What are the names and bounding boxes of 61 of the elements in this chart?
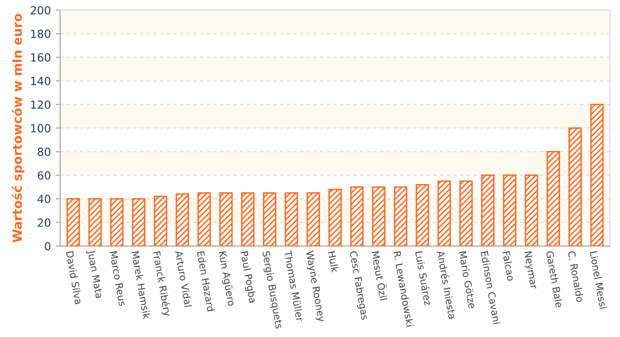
y-tick-label: 120 [31, 100, 50, 109]
x-tick-label: Luis Suárez [415, 251, 432, 306]
bar [350, 186, 364, 246]
x-tick-label: Eden Hazard [196, 251, 215, 312]
x-tick-label: Lionel Messi [590, 251, 608, 309]
bar [438, 180, 451, 246]
x-tick-label: Marco Reus [110, 251, 126, 306]
x-tick-label: Cesc Fabregas [348, 250, 370, 320]
x-tick-label: Andrés Iniesta [436, 250, 457, 320]
y-tick-label: 160 [31, 53, 50, 62]
bar [394, 186, 408, 246]
bar [110, 198, 124, 246]
bar [372, 186, 386, 246]
bar [590, 104, 604, 246]
x-tick-label: Franck Ribéry [151, 251, 172, 318]
bar [66, 198, 80, 246]
bar [328, 188, 342, 246]
y-tick-label: 20 [38, 218, 50, 227]
x-tick-label: Arturo Vidal [174, 250, 192, 308]
bar [132, 198, 146, 246]
y-tick-label: 60 [38, 171, 50, 180]
bar [154, 196, 168, 246]
x-tick-label: Edinson Cavani [480, 251, 501, 324]
y-tick-label: 180 [31, 30, 50, 38]
x-tick-label: Kun Agüero [216, 251, 236, 306]
x-tick-label: Thomas Müller [284, 250, 304, 322]
x-tick-label: David Silva [66, 251, 83, 304]
y-tick-label: 140 [31, 76, 50, 86]
x-tick-label: Paul Pogba [238, 251, 257, 304]
y-tick-label: 0 [44, 242, 50, 250]
x-tick-label: Neymar [522, 251, 538, 290]
x-tick-label: Mesut Özil [372, 250, 389, 300]
bar [219, 192, 233, 246]
y-tick-label: 200 [30, 6, 50, 14]
bar [481, 174, 495, 246]
x-tick-label: Marek Hamsik [131, 251, 151, 320]
x-tick-label: Wayne Rooney [304, 250, 326, 322]
bar [241, 192, 255, 246]
bar [88, 198, 102, 246]
bar [197, 192, 211, 246]
x-tick-label: Mario Götze [458, 251, 476, 309]
bar [524, 174, 538, 246]
bar [503, 174, 516, 246]
y-tick-label: 80 [38, 148, 50, 156]
bar [459, 180, 473, 246]
y-tick-label: 100 [31, 124, 50, 132]
bar [568, 127, 582, 246]
bar [416, 184, 430, 246]
x-tick-label: C. Ronaldo [568, 250, 584, 302]
y-axis-title: Wartość sportowców w mln euro [12, 14, 24, 242]
x-tick-label: Sergio Busquets [260, 250, 284, 330]
y-tick-label: 40 [38, 194, 50, 204]
x-tick-label: Hulk [328, 251, 339, 273]
bar [284, 192, 298, 246]
x-tick-label: Juan Mata [86, 250, 104, 299]
x-tick-label: Gareth Bale [546, 250, 564, 308]
bar [306, 192, 320, 246]
x-tick-label: Falcao [502, 251, 515, 282]
bar [546, 150, 560, 246]
bar [262, 192, 276, 246]
bar [176, 193, 190, 246]
